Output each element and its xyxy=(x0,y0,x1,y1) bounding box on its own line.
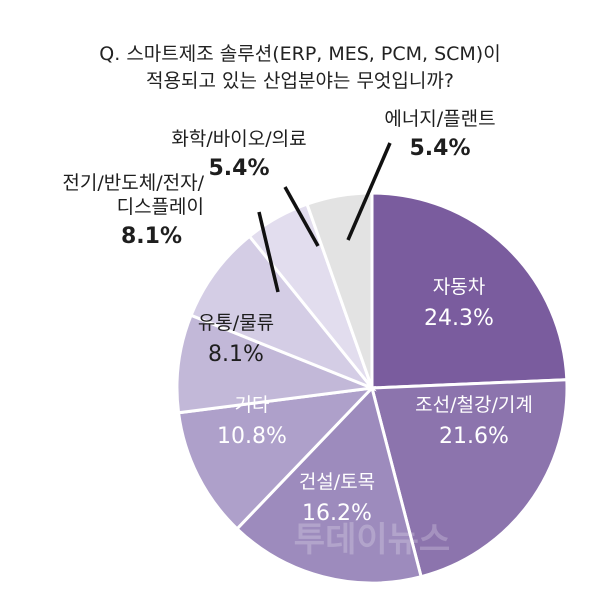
slice-label: 자동차 xyxy=(433,276,485,298)
slice-value-label: 8.1% xyxy=(121,224,182,249)
pie-slice xyxy=(370,191,569,390)
pie-slice xyxy=(175,313,378,415)
leader-line xyxy=(283,186,320,247)
slice-value-label: 8.1% xyxy=(208,342,264,367)
pie-slices xyxy=(175,191,569,585)
slice-label: 유통/물류 xyxy=(198,312,274,334)
slice-label: 조선/철강/기계 xyxy=(415,394,533,416)
pie-slice xyxy=(176,385,377,531)
slice-value-label: 5.4% xyxy=(208,156,269,181)
slice-value-label: 16.2% xyxy=(302,501,372,526)
slice-label: 에너지/플랜트 xyxy=(384,108,495,130)
leader-lines xyxy=(257,142,392,293)
chart-title-line: 적용되고 있는 산업분야는 무엇입니까? xyxy=(146,70,454,92)
watermark-text: 투데이뉴스 xyxy=(294,520,450,560)
slice-label: 기타 xyxy=(235,394,270,416)
slice-value-label: 24.3% xyxy=(424,306,494,331)
leader-line xyxy=(257,211,280,293)
slice-value-label: 21.6% xyxy=(439,424,509,449)
slice-labels: 자동차 24.3% 조선/철강/기계 21.6% 건설/토목 16.2% 기타 10.8% 유통… xyxy=(62,108,532,526)
slice-label: 화학/바이오/의료 xyxy=(171,128,306,150)
slice-label: 디스플레이 xyxy=(117,196,204,218)
leader-line xyxy=(346,142,392,241)
pie-slice xyxy=(234,385,423,585)
slice-value-label: 10.8% xyxy=(217,424,287,449)
pie-slice xyxy=(370,378,569,579)
pie-slice xyxy=(189,234,377,392)
slice-value-label: 5.4% xyxy=(409,136,470,161)
chart-title-line: Q. 스마트제조 솔루션(ERP, MES, PCM, SCM)이 xyxy=(99,43,500,65)
slice-label: 전기/반도체/전자/ xyxy=(62,172,204,194)
pie-slice xyxy=(305,191,374,389)
slice-label: 건설/토목 xyxy=(299,471,375,493)
